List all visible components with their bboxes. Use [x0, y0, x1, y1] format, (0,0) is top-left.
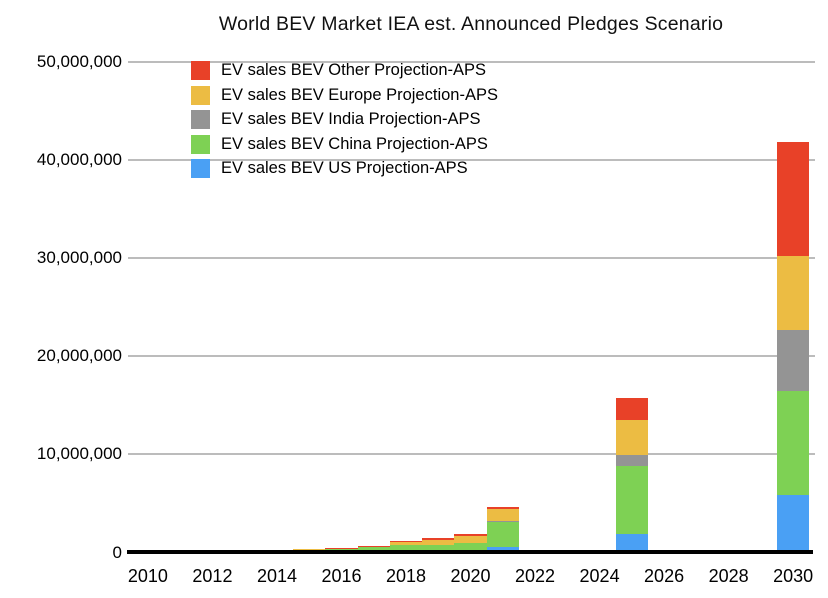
- x-tick-label: 2024: [579, 566, 620, 586]
- x-axis-line: [127, 550, 813, 554]
- bar-segment-2030-other: [777, 142, 810, 256]
- bar-segment-2019-other: [422, 537, 455, 540]
- legend-swatch-india-icon: [191, 110, 210, 130]
- x-tick-label: 2026: [644, 566, 685, 586]
- bar-segment-2025-us: [615, 534, 648, 553]
- bar-segment-2018-other: [389, 540, 423, 543]
- legend-item-europe: EV sales BEV Europe Projection-APS: [191, 85, 498, 105]
- x-tick-label: 2012: [192, 566, 233, 586]
- legend-swatch-other-icon: [191, 61, 210, 80]
- bar-segment-2017-europe: [357, 546, 390, 548]
- bar-segment-2018-china: [389, 545, 423, 551]
- bar-segment-2021-china: [486, 521, 519, 548]
- legend: EV sales BEV Other Projection-APS EV sal…: [191, 61, 498, 184]
- gridline-20,000,000: [128, 355, 815, 358]
- legend-swatch-china-icon: [191, 134, 210, 154]
- bar-segment-2019-china: [422, 544, 455, 551]
- bar-segment-2020-china: [454, 542, 487, 551]
- bar-segment-2021-europe: [486, 509, 519, 521]
- bar-segment-2025-other: [615, 398, 648, 421]
- x-tick-label: 2010: [127, 566, 168, 586]
- y-tick-label: 50,000,000: [36, 51, 122, 71]
- y-tick-label: 0: [112, 542, 122, 562]
- legend-label-china: EV sales BEV China Projection-APS: [221, 134, 488, 153]
- bar-segment-2020-other: [454, 533, 487, 536]
- bar-segment-2025-china: [615, 466, 648, 535]
- bar-segment-2017-china: [357, 547, 390, 552]
- legend-swatch-us-icon: [191, 159, 210, 179]
- bar-segment-2030-china: [777, 391, 810, 495]
- gridline-30,000,000: [128, 256, 815, 259]
- bar-segment-2025-europe: [615, 420, 648, 456]
- x-tick-label: 2014: [256, 566, 297, 586]
- gridline-10,000,000: [128, 453, 815, 456]
- legend-swatch-europe-icon: [191, 85, 210, 105]
- x-tick-label: 2030: [773, 566, 814, 586]
- bar-segment-2030-europe: [777, 255, 810, 331]
- legend-item-us: EV sales BEV US Projection-APS: [191, 159, 498, 179]
- bar-segment-2015-europe: [293, 548, 326, 550]
- legend-label-us: EV sales BEV US Projection-APS: [221, 159, 468, 178]
- legend-item-other: EV sales BEV Other Projection-APS: [191, 61, 498, 80]
- x-tick-label: 2016: [321, 566, 362, 586]
- legend-label-europe: EV sales BEV Europe Projection-APS: [221, 85, 498, 104]
- bar-segment-2021-other: [486, 506, 519, 510]
- y-tick-label: 30,000,000: [36, 247, 122, 267]
- bar-segment-2030-us: [777, 494, 810, 553]
- x-tick-label: 2022: [515, 566, 556, 586]
- legend-item-china: EV sales BEV China Projection-APS: [191, 134, 498, 154]
- bar-segment-2025-india: [615, 455, 648, 467]
- x-tick-label: 2018: [385, 566, 427, 586]
- chart-title: World BEV Market IEA est. Announced Pled…: [218, 13, 724, 35]
- bar-segment-2020-europe: [454, 535, 487, 543]
- bar-segment-2021-us: [486, 547, 519, 553]
- gridline-40,000,000: [128, 158, 815, 161]
- gridline-50,000,000: [128, 60, 815, 63]
- bar-segment-2030-india: [777, 330, 810, 392]
- y-tick-label: 10,000,000: [36, 444, 122, 464]
- bar-segment-2016-europe: [325, 547, 358, 549]
- legend-label-other: EV sales BEV Other Projection-APS: [221, 61, 487, 79]
- bar-segment-2019-europe: [422, 539, 455, 545]
- legend-item-india: EV sales BEV India Projection-APS: [191, 110, 498, 130]
- legend-label-india: EV sales BEV India Projection-APS: [221, 110, 481, 129]
- x-tick-label: 2020: [450, 566, 491, 586]
- y-tick-label: 40,000,000: [36, 149, 122, 169]
- x-tick-label: 2028: [708, 566, 749, 586]
- bar-segment-2018-europe: [389, 542, 423, 546]
- y-tick-label: 20,000,000: [36, 346, 122, 366]
